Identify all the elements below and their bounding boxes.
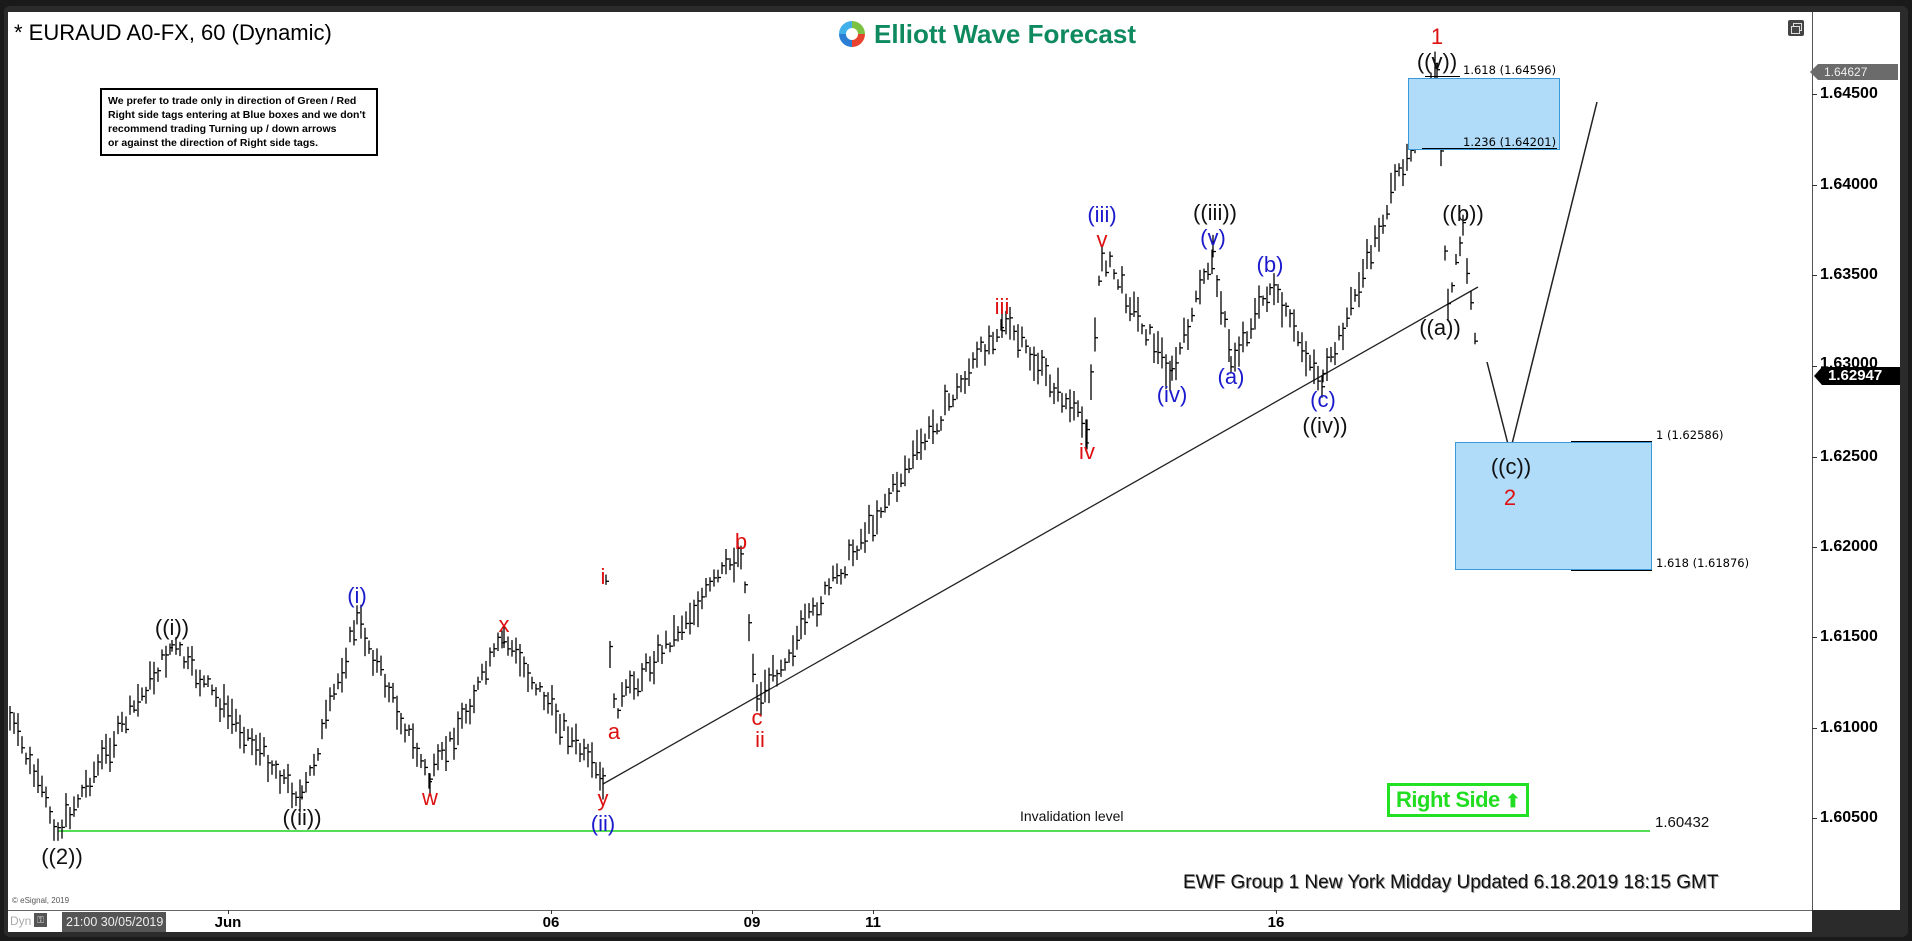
disclaimer-line: or against the direction of Right side t… [108, 137, 319, 149]
wave-label: w [422, 785, 438, 810]
wave-label: ((b)) [1442, 201, 1484, 226]
fib-label-upper-bottom: 1.236 (1.64201) [1463, 135, 1557, 149]
right-side-label: Right Side [1396, 787, 1500, 812]
tick-mark [1812, 637, 1817, 638]
time-tick [228, 910, 229, 914]
upper-target-box [1408, 78, 1560, 150]
wave-label: ii [755, 727, 765, 752]
wave-label: (ii) [590, 811, 616, 836]
wave-label: b [734, 529, 748, 554]
tick-mark [1812, 457, 1817, 458]
wave-label: (iii) [1087, 202, 1117, 227]
arrow-up-icon: ⬆ [1505, 791, 1520, 811]
wave-label: ((ii)) [282, 805, 322, 830]
wave-label: 1 [1430, 24, 1444, 49]
wave-label: (i) [347, 583, 367, 608]
price-axis[interactable] [1812, 12, 1900, 910]
time-tick [551, 910, 552, 914]
wave-label: (v) [1200, 225, 1226, 250]
price-tick-label: 1.61500 [1820, 628, 1878, 645]
tick-mark [1812, 366, 1817, 367]
ohlc-bars [9, 51, 1478, 841]
wave-label: ((iv)) [1302, 413, 1348, 438]
trading-disclaimer-box: We prefer to trade only in direction of … [100, 88, 378, 156]
time-tick [873, 910, 874, 914]
wave-label: (c) [1310, 387, 1336, 412]
time-label: 06 [542, 914, 560, 931]
wave-label: iv [1079, 439, 1095, 464]
copyright: © eSignal, 2019 [12, 896, 70, 905]
disclaimer-line: Right side tags entering at Blue boxes a… [108, 109, 366, 121]
tick-mark [1812, 728, 1817, 729]
wave-label: ((a)) [1419, 315, 1461, 340]
fib-label-upper-top: 1.618 (1.64596) [1463, 63, 1557, 77]
tick-mark [1812, 94, 1817, 95]
chart-title: * EURAUD A0-FX, 60 (Dynamic) [14, 20, 332, 45]
logo-swirl-icon [839, 21, 865, 47]
wave-label: ((i)) [154, 615, 190, 640]
time-tick [752, 910, 753, 914]
price-tick-label: 1.62500 [1820, 448, 1878, 465]
lock-icon[interactable]: ⚿ [34, 913, 47, 927]
restore-window-icon[interactable] [1788, 20, 1804, 36]
wave-label: ((c)) [1490, 454, 1532, 479]
tick-mark [1812, 275, 1817, 276]
wave-label: iii [994, 294, 1010, 319]
wave-label: c [751, 705, 763, 730]
price-tick-label: 1.64000 [1820, 176, 1878, 193]
time-label: 11 [865, 914, 881, 931]
elliott-wave-logo: Elliott Wave Forecast [836, 18, 1136, 50]
wave-label: a [607, 719, 621, 744]
fib-label-lower-bottom: 1.618 (1.61876) [1656, 556, 1750, 570]
wave-label: ((v)) [1416, 49, 1458, 74]
wave-label: i [600, 564, 606, 589]
time-axis[interactable] [8, 910, 1812, 932]
time-label: 16 [1267, 914, 1285, 931]
price-tick-label: 1.64500 [1820, 85, 1878, 102]
wave-label: (a) [1217, 364, 1245, 389]
tick-mark [1812, 818, 1817, 819]
wave-label: (b) [1256, 252, 1284, 277]
lower-target-box [1455, 442, 1652, 570]
tick-mark [1812, 185, 1817, 186]
wave-label: ((2)) [41, 844, 83, 869]
right-side-tag: Right Side ⬆ [1387, 783, 1529, 817]
wave-label: y [597, 786, 609, 811]
channel-trendline [602, 286, 1479, 785]
time-label: Jun [214, 914, 242, 931]
fib-line-1618-lower [1571, 570, 1652, 571]
disclaimer-line: We prefer to trade only in direction of … [108, 95, 357, 107]
fib-line-1 [1571, 441, 1652, 442]
time-tick [1276, 910, 1277, 914]
time-label: 09 [743, 914, 761, 931]
price-tick-label: 1.62000 [1820, 538, 1878, 555]
fib-line-1618-upper [1425, 76, 1460, 77]
price-tick-label: 1.63500 [1820, 266, 1878, 283]
projection-path [1486, 101, 1598, 453]
wave-label: v [1096, 227, 1108, 252]
wave-label: 2 [1503, 485, 1517, 510]
wave-label: x [498, 612, 510, 637]
invalidation-value: 1.60432 [1655, 814, 1710, 831]
wave-label: (iv) [1156, 382, 1188, 407]
logo-text: Elliott Wave Forecast [874, 18, 1136, 49]
dynamic-mode-label[interactable]: Dyn [10, 914, 32, 928]
fib-line-1236 [1422, 148, 1557, 149]
disclaimer-line: recommend trading Turning up / down arro… [108, 123, 337, 135]
fib-label-lower-top: 1 (1.62586) [1656, 428, 1724, 442]
session-high-price-tag: 1.64627 [1810, 64, 1898, 80]
cursor-time-label: 21:00 30/05/2019 [62, 912, 166, 932]
tick-mark [1812, 547, 1817, 548]
update-timestamp: EWF Group 1 New York Midday Updated 6.18… [1183, 872, 1719, 893]
price-tick-label: 1.61000 [1820, 719, 1878, 736]
price-tick-label: 1.60500 [1820, 809, 1878, 826]
last-price-tag: 1.62947 [1814, 367, 1900, 385]
wave-label: ((iii)) [1193, 200, 1237, 225]
invalidation-label: Invalidation level [1020, 808, 1124, 824]
